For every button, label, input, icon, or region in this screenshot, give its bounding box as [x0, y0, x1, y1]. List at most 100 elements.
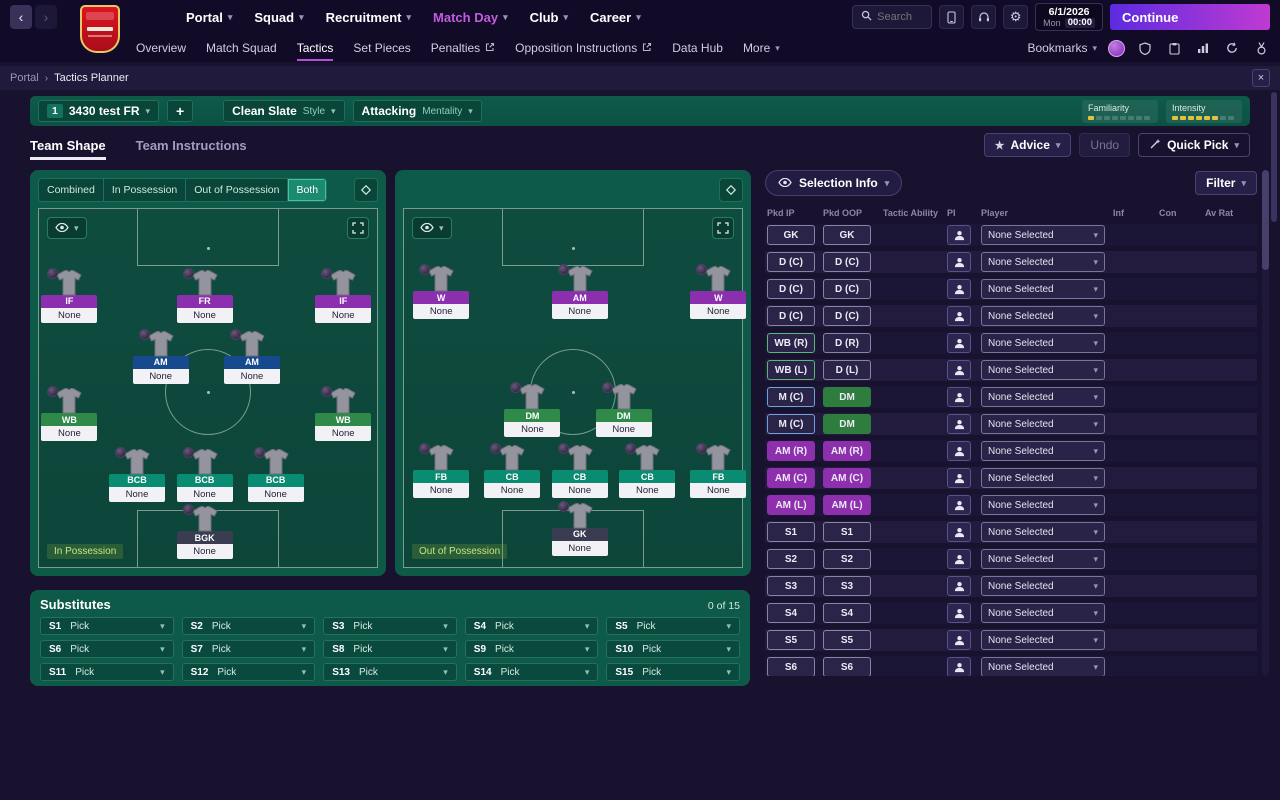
player-select-dropdown[interactable]: None Selected ▾: [981, 657, 1105, 676]
search-box[interactable]: [852, 5, 933, 29]
menu-squad[interactable]: Squad ▾: [243, 0, 314, 34]
pkd-oop-badge[interactable]: AM (C): [823, 468, 871, 488]
shield-icon[interactable]: [1136, 39, 1154, 57]
expand-pitch-icon[interactable]: [712, 217, 734, 239]
player-am[interactable]: AM None: [131, 328, 191, 384]
sub-slot-s13[interactable]: S13 Pick ▾: [323, 663, 457, 681]
player-instructions-button[interactable]: [947, 279, 971, 299]
club-crest[interactable]: [80, 5, 120, 53]
menu-club[interactable]: Club ▾: [519, 0, 579, 34]
player-cb[interactable]: CB None: [617, 443, 677, 499]
medal-icon[interactable]: [1252, 39, 1270, 57]
sub-slot-s9[interactable]: S9 Pick ▾: [464, 640, 599, 658]
toggle-out-of-possession[interactable]: Out of Possession: [186, 179, 289, 201]
toggle-combined[interactable]: Combined: [39, 179, 104, 201]
player-fb[interactable]: FB None: [411, 443, 471, 499]
pkd-oop-badge[interactable]: S5: [823, 630, 871, 650]
player-instructions-button[interactable]: [947, 360, 971, 380]
view-eye-button[interactable]: ▾: [412, 217, 452, 239]
sub-slot-s6[interactable]: S6 Pick ▾: [40, 640, 174, 658]
scrollbar-thumb[interactable]: [1271, 92, 1277, 222]
subnav-more[interactable]: More ▾: [743, 34, 780, 62]
player-w[interactable]: W None: [688, 264, 748, 320]
player-bcb[interactable]: BCB None: [175, 446, 235, 502]
pkd-oop-badge[interactable]: S4: [823, 603, 871, 623]
forward-button[interactable]: ›: [35, 5, 57, 29]
player-instructions-button[interactable]: [947, 306, 971, 326]
sub-slot-s5[interactable]: S5 Pick ▾: [606, 617, 740, 635]
pitch-options-icon[interactable]: [719, 178, 743, 202]
search-input[interactable]: [877, 11, 924, 23]
scrollbar-thumb[interactable]: [1262, 170, 1269, 270]
style-select[interactable]: Clean Slate Style ▾: [223, 100, 345, 122]
player-select-dropdown[interactable]: None Selected ▾: [981, 252, 1105, 272]
player-instructions-button[interactable]: [947, 657, 971, 676]
pkd-ip-badge[interactable]: S6: [767, 657, 815, 676]
player-instructions-button[interactable]: [947, 225, 971, 245]
pkd-ip-badge[interactable]: D (C): [767, 252, 815, 272]
player-select-dropdown[interactable]: None Selected ▾: [981, 576, 1105, 596]
pkd-oop-badge[interactable]: D (C): [823, 252, 871, 272]
player-instructions-button[interactable]: [947, 468, 971, 488]
player-instructions-button[interactable]: [947, 441, 971, 461]
player-instructions-button[interactable]: [947, 495, 971, 515]
subnav-overview[interactable]: Overview: [136, 34, 186, 62]
continue-button[interactable]: Continue: [1110, 4, 1270, 30]
subnav-match-squad[interactable]: Match Squad: [206, 34, 277, 62]
player-cb[interactable]: CB None: [482, 443, 542, 499]
pkd-ip-badge[interactable]: S3: [767, 576, 815, 596]
pkd-oop-badge[interactable]: S1: [823, 522, 871, 542]
player-select-dropdown[interactable]: None Selected ▾: [981, 549, 1105, 569]
breadcrumb-root[interactable]: Portal: [10, 72, 39, 84]
page-scrollbar[interactable]: [1271, 92, 1277, 794]
player-gk[interactable]: GK None: [550, 500, 610, 556]
sub-slot-s15[interactable]: S15 Pick ▾: [606, 663, 740, 681]
sub-slot-s2[interactable]: S2 Pick ▾: [181, 617, 316, 635]
gear-icon[interactable]: ⚙: [1003, 5, 1029, 29]
player-fb[interactable]: FB None: [688, 443, 748, 499]
quick-pick-button[interactable]: Quick Pick ▾: [1138, 133, 1250, 157]
player-select-dropdown[interactable]: None Selected ▾: [981, 387, 1105, 407]
player-select-dropdown[interactable]: None Selected ▾: [981, 333, 1105, 353]
pkd-ip-badge[interactable]: AM (C): [767, 468, 815, 488]
player-instructions-button[interactable]: [947, 549, 971, 569]
pkd-ip-badge[interactable]: M (C): [767, 387, 815, 407]
player-bcb[interactable]: BCB None: [107, 446, 167, 502]
pkd-ip-badge[interactable]: WB (R): [767, 333, 815, 353]
player-instructions-button[interactable]: [947, 603, 971, 623]
pkd-oop-badge[interactable]: D (L): [823, 360, 871, 380]
view-eye-button[interactable]: ▾: [47, 217, 87, 239]
player-dm[interactable]: DM None: [502, 382, 562, 438]
pkd-ip-badge[interactable]: D (C): [767, 279, 815, 299]
pkd-oop-badge[interactable]: GK: [823, 225, 871, 245]
subnav-penalties[interactable]: Penalties: [431, 34, 495, 62]
player-select-dropdown[interactable]: None Selected ▾: [981, 360, 1105, 380]
player-instructions-button[interactable]: [947, 387, 971, 407]
sub-slot-s14[interactable]: S14 Pick ▾: [464, 663, 599, 681]
selection-info-dropdown[interactable]: Selection Info ▾: [765, 170, 903, 196]
player-bcb[interactable]: BCB None: [246, 446, 306, 502]
player-if[interactable]: IF None: [39, 267, 99, 323]
player-wb[interactable]: WB None: [39, 386, 99, 441]
pkd-oop-badge[interactable]: S3: [823, 576, 871, 596]
player-wb[interactable]: WB None: [313, 386, 373, 441]
refresh-icon[interactable]: [1223, 39, 1241, 57]
bookmarks-dropdown[interactable]: Bookmarks ▾: [1027, 41, 1097, 55]
toggle-both[interactable]: Both: [288, 179, 327, 201]
player-dm[interactable]: DM None: [594, 382, 654, 438]
clipboard-icon[interactable]: [1165, 39, 1183, 57]
player-instructions-button[interactable]: [947, 576, 971, 596]
pkd-ip-badge[interactable]: GK: [767, 225, 815, 245]
player-select-dropdown[interactable]: None Selected ▾: [981, 495, 1105, 515]
add-tactic-button[interactable]: +: [167, 100, 194, 122]
player-select-dropdown[interactable]: None Selected ▾: [981, 306, 1105, 326]
player-am[interactable]: AM None: [550, 264, 610, 320]
player-select-dropdown[interactable]: None Selected ▾: [981, 414, 1105, 434]
pkd-oop-badge[interactable]: DM: [823, 387, 871, 407]
player-w[interactable]: W None: [411, 264, 471, 320]
sub-slot-s3[interactable]: S3 Pick ▾: [323, 617, 457, 635]
pkd-oop-badge[interactable]: D (C): [823, 279, 871, 299]
player-select-dropdown[interactable]: None Selected ▾: [981, 630, 1105, 650]
pkd-oop-badge[interactable]: DM: [823, 414, 871, 434]
player-fr[interactable]: FR None: [175, 267, 235, 323]
